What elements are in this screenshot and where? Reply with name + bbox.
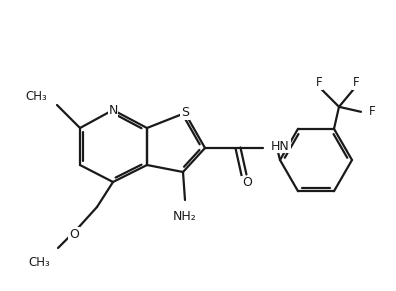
Text: F: F [369,105,376,118]
Text: CH₃: CH₃ [25,91,47,104]
Text: CH₃: CH₃ [28,256,50,269]
Text: NH₂: NH₂ [173,210,197,223]
Text: F: F [316,76,322,89]
Text: O: O [242,177,252,189]
Text: S: S [181,107,189,120]
Text: O: O [69,228,79,240]
Text: HN: HN [271,139,290,152]
Text: N: N [109,104,118,116]
Text: F: F [353,76,359,89]
